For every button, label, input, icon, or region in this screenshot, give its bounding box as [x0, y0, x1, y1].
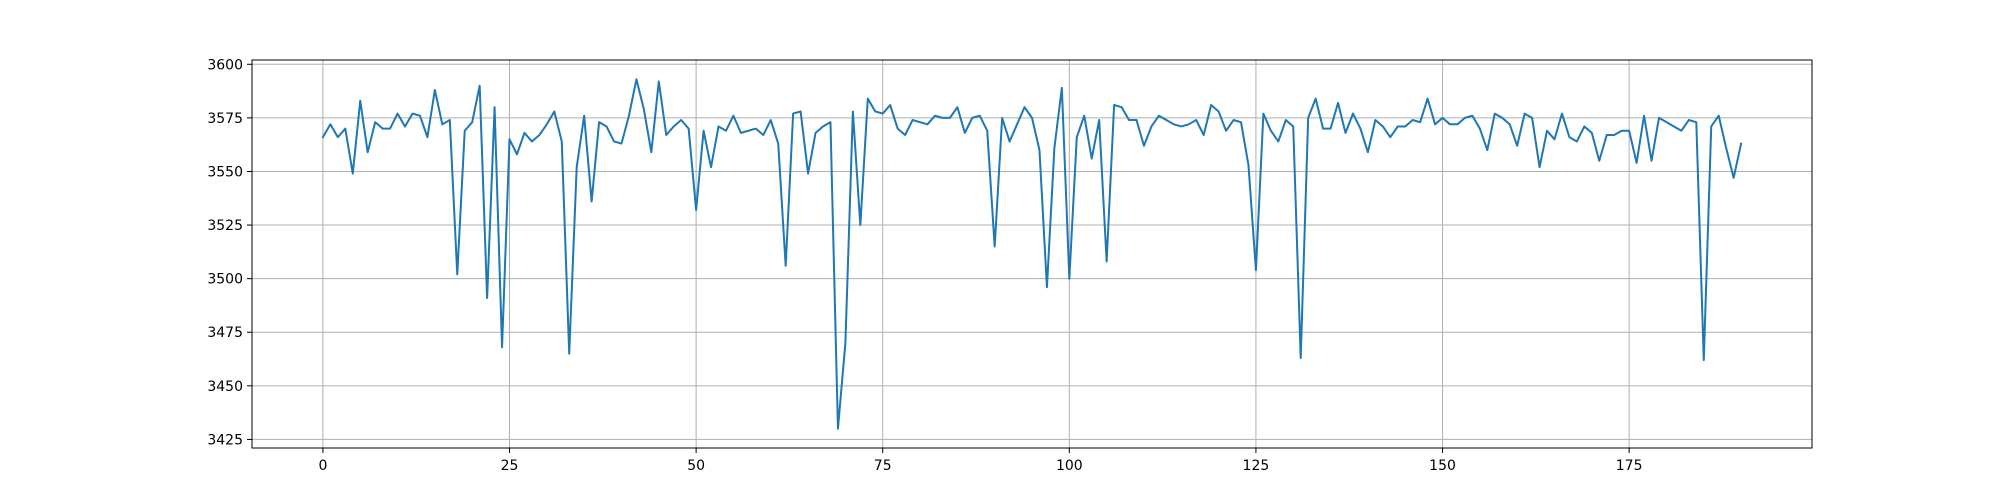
series-line-0 — [321, 78, 1743, 430]
y-tick-label: 3550 — [207, 164, 243, 180]
x-tick-label: 0 — [318, 458, 327, 474]
y-tick-label: 3575 — [207, 111, 243, 127]
x-tick-label: 125 — [1243, 458, 1270, 474]
plot-frame — [251, 59, 1813, 449]
series-layer — [321, 78, 1743, 430]
y-tick-label: 3475 — [207, 325, 243, 341]
y-tick-label: 3500 — [207, 272, 243, 288]
x-tick-label: 100 — [1056, 458, 1083, 474]
y-axis: 3425 3450 3475 3500 3525 3550 3575 3600 — [207, 57, 252, 448]
x-tick-label: 75 — [874, 458, 892, 474]
x-tick-label: 175 — [1616, 458, 1643, 474]
x-tick-label: 150 — [1429, 458, 1456, 474]
x-tick-label: 50 — [687, 458, 705, 474]
x-axis: 0 25 50 75 100 125 150 175 — [318, 448, 1642, 474]
x-tick-label: 25 — [501, 458, 519, 474]
y-tick-label: 3525 — [207, 218, 243, 234]
y-tick-label: 3450 — [207, 379, 243, 395]
grid-layer — [252, 60, 1812, 448]
y-tick-label: 3600 — [207, 57, 243, 73]
y-tick-label: 3425 — [207, 432, 243, 448]
